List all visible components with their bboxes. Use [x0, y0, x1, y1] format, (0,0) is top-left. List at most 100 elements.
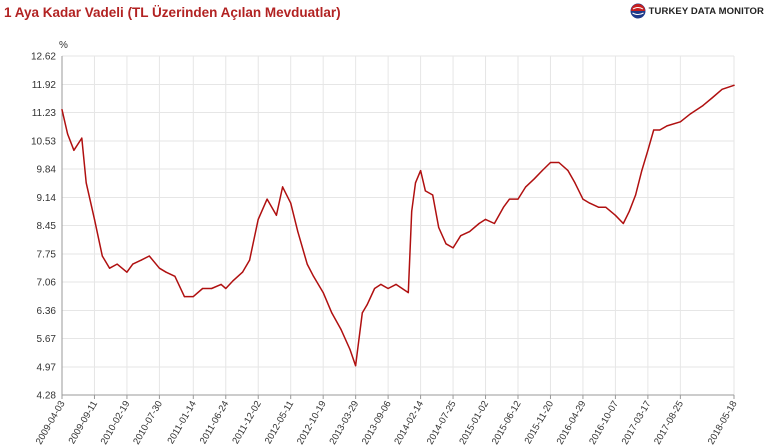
y-tick-label: 4.97	[37, 362, 57, 373]
data-point	[493, 222, 495, 225]
data-point	[533, 178, 535, 180]
data-point	[628, 210, 630, 212]
y-tick-label: 8.45	[37, 221, 57, 232]
data-point	[597, 206, 600, 208]
data-point	[541, 170, 543, 172]
data-point	[641, 170, 643, 172]
chart-title: 1 Aya Kadar Vadeli (TL Üzerinden Açılan …	[4, 5, 341, 20]
x-tick-label: 2012-10-19	[295, 399, 329, 447]
x-tick-label: 2011-12-02	[230, 399, 263, 446]
y-tick-label: 11.23	[32, 108, 57, 119]
data-point	[614, 214, 617, 216]
data-point	[525, 186, 527, 188]
y-axis-labels: 12.62 11.92 11.23 10.53 9.84 9.14 8.45 7.75 7.06…	[31, 52, 56, 402]
y-tick-label: 9.84	[37, 165, 57, 176]
data-point	[549, 161, 552, 164]
data-point	[355, 365, 357, 367]
chart-grid	[61, 55, 735, 396]
data-point	[241, 271, 244, 273]
y-tick-label: 7.75	[37, 249, 57, 260]
x-tick-label: 2015-06-12	[490, 399, 524, 447]
x-tick-label: 2017-03-17	[620, 399, 654, 447]
data-point	[721, 88, 723, 90]
data-point	[192, 296, 194, 298]
data-point	[690, 113, 692, 115]
y-tick-label: 5.67	[37, 334, 57, 345]
brand-logo-group: TURKEY DATA MONITOR	[630, 3, 764, 19]
data-point	[101, 255, 103, 257]
data-point	[484, 218, 487, 220]
x-tick-label: 2011-06-24	[198, 399, 231, 446]
data-point	[460, 235, 462, 237]
data-point	[290, 202, 292, 204]
x-tick-label: 2014-07-25	[425, 399, 459, 447]
x-tick-label: 2017-08-25	[652, 399, 686, 447]
data-point	[211, 287, 213, 290]
data-point	[411, 210, 413, 212]
data-point	[349, 348, 351, 351]
data-point	[622, 222, 624, 225]
brand-name: TURKEY DATA MONITOR	[648, 5, 764, 17]
x-tick-label: 2009-04-03	[34, 399, 68, 447]
data-point	[232, 279, 234, 281]
data-point	[589, 202, 591, 204]
data-point	[508, 198, 511, 200]
data-point	[275, 214, 277, 216]
x-tick-label: 2013-09-06	[360, 399, 394, 447]
y-tick-label: 11.92	[32, 80, 57, 91]
data-point	[158, 267, 160, 269]
data-point	[574, 182, 576, 184]
y-tick-label: 12.62	[31, 52, 56, 63]
data-point	[502, 206, 505, 208]
x-tick-label: 2015-01-02	[457, 399, 491, 447]
globe-logo-icon	[630, 3, 646, 19]
x-tick-label: 2013-03-29	[327, 399, 361, 447]
x-tick-label: 2011-01-14	[165, 399, 198, 446]
data-point	[387, 287, 389, 290]
data-point	[109, 267, 111, 269]
y-tick-label: 4.28	[37, 391, 57, 402]
x-tick-label: 2009-09-11	[67, 399, 100, 446]
data-point	[653, 129, 655, 131]
data-point	[132, 263, 134, 265]
x-tick-label: 2016-10-07	[587, 399, 621, 447]
data-point	[361, 312, 363, 314]
data-point	[220, 283, 222, 285]
x-axis-labels: 2009-04-032009-09-112010-02-192010-07-30…	[34, 399, 740, 447]
data-point	[659, 129, 661, 131]
data-point	[647, 149, 649, 151]
data-point	[420, 170, 422, 172]
data-point	[93, 218, 96, 220]
data-point	[567, 170, 569, 172]
data-point	[374, 287, 376, 290]
y-tick-label: 10.53	[31, 136, 56, 147]
data-point	[380, 283, 382, 285]
data-point	[81, 137, 83, 139]
data-point	[249, 259, 251, 261]
y-tick-label: 6.36	[37, 306, 57, 317]
y-axis-unit: %	[59, 40, 68, 51]
data-point	[148, 255, 150, 257]
series-layer	[61, 84, 735, 367]
data-point	[202, 287, 204, 290]
data-point	[517, 198, 519, 200]
data-point	[306, 263, 308, 265]
data-point	[407, 292, 409, 294]
data-point	[312, 275, 315, 277]
data-point	[73, 149, 75, 151]
data-point	[424, 190, 426, 192]
data-point	[438, 226, 440, 229]
x-tick-label: 2018-05-18	[706, 399, 740, 447]
x-tick-label: 2014-02-14	[392, 399, 426, 447]
x-tick-label: 2012-05-11	[263, 399, 296, 446]
data-point	[605, 206, 607, 208]
data-point	[432, 194, 434, 196]
data-point	[469, 231, 471, 233]
x-tick-label: 2010-07-30	[131, 399, 165, 447]
data-point	[635, 194, 637, 196]
data-point	[183, 296, 185, 298]
x-tick-label: 2010-02-19	[99, 399, 133, 447]
data-point	[266, 198, 268, 200]
data-point	[366, 304, 368, 306]
data-point	[395, 283, 397, 285]
